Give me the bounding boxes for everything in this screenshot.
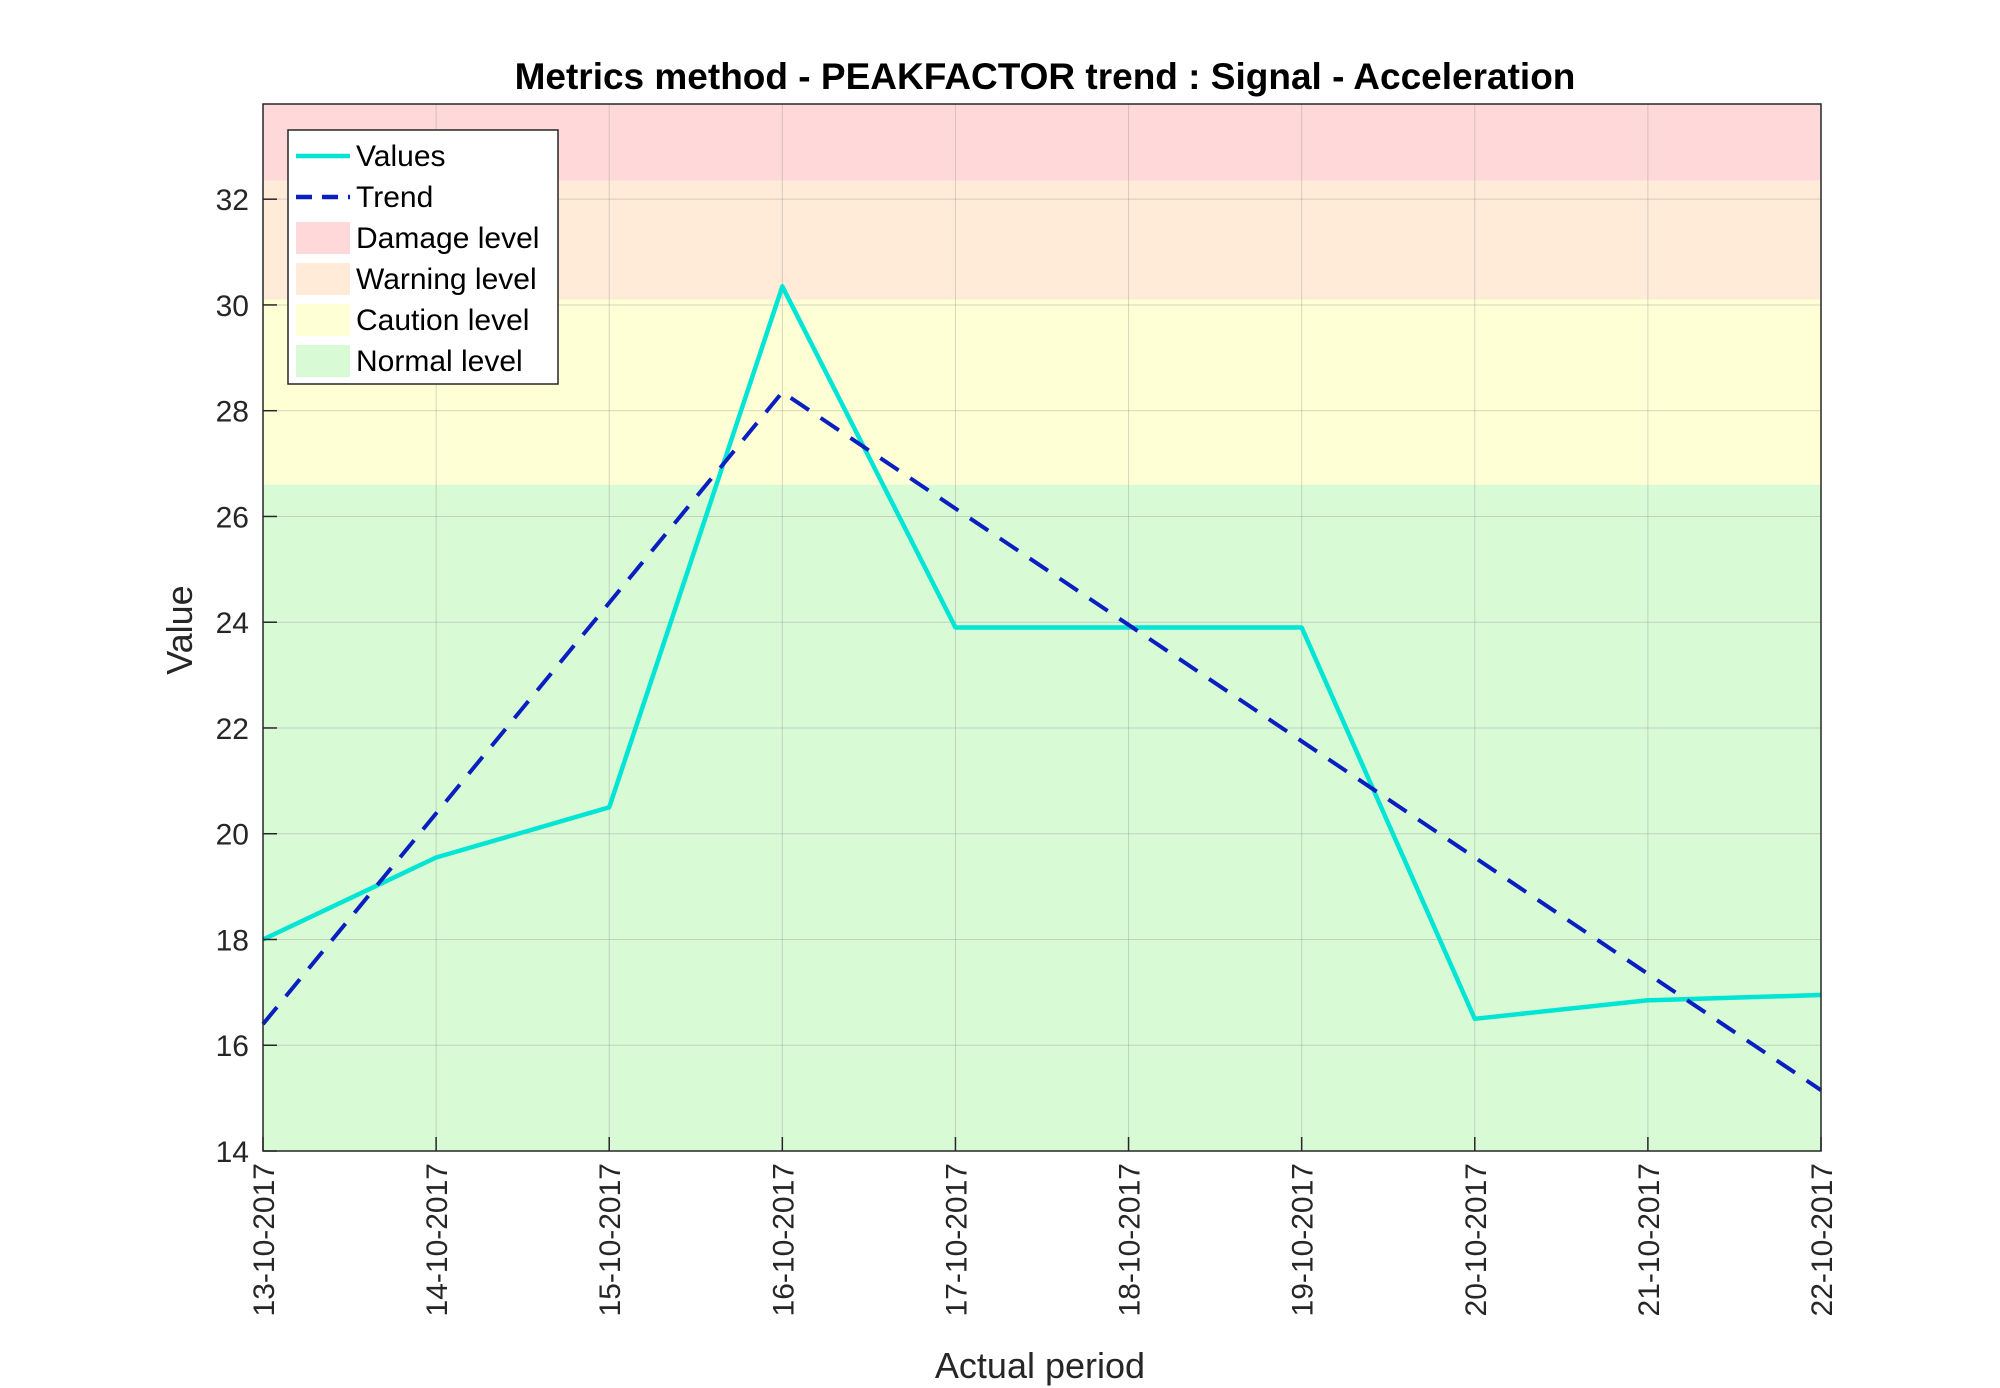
legend: Values Trend Damage level Warning level Caut…: [287, 129, 559, 385]
band-normal-level: [263, 484, 1821, 1151]
y-tick-label: 28: [216, 396, 249, 429]
y-tick-label: 14: [216, 1136, 249, 1169]
legend-swatch-warning-level: [296, 263, 350, 295]
x-tick-label: 20-10-2017: [1460, 1163, 1493, 1316]
legend-label-damage-level: Damage level: [356, 222, 539, 255]
y-tick-label: 20: [216, 819, 249, 852]
y-axis-label: Value: [159, 585, 200, 674]
legend-swatch-damage-level: [296, 222, 350, 254]
chart-title: Metrics method - PEAKFACTOR trend : Sign…: [515, 56, 1576, 97]
x-tick-label: 18-10-2017: [1114, 1163, 1147, 1316]
legend-box: [287, 129, 559, 385]
tick-marks: [262, 198, 1822, 1152]
x-axis-label: Actual period: [935, 1345, 1145, 1386]
y-tick-label: 26: [216, 501, 249, 534]
x-tick-labels: 13-10-2017 14-10-2017 15-10-2017 16-10-2017…: [248, 1163, 1839, 1316]
legend-label-warning-level: Warning level: [356, 263, 537, 296]
legend-label-trend: Trend: [356, 181, 433, 214]
legend-swatch-normal-level: [296, 345, 350, 377]
y-tick-label: 30: [216, 290, 249, 323]
legend-label-values: Values: [356, 140, 446, 173]
y-tick-labels: 14 16 18 20 22 24 26 28 30 32: [216, 184, 249, 1169]
x-tick-label: 14-10-2017: [421, 1163, 454, 1316]
series-line-trend: [261, 390, 1823, 1092]
x-tick-label: 22-10-2017: [1806, 1163, 1839, 1316]
y-tick-label: 18: [216, 924, 249, 957]
x-tick-label: 17-10-2017: [940, 1163, 973, 1316]
y-tick-label: 32: [216, 184, 249, 217]
x-tick-label: 19-10-2017: [1287, 1163, 1320, 1316]
legend-swatch-caution-level: [296, 304, 350, 336]
legend-label-normal-level: Normal level: [356, 345, 523, 378]
axes-box: [262, 103, 1822, 1152]
level-bands: [263, 104, 1821, 1151]
x-tick-label: 16-10-2017: [767, 1163, 800, 1316]
legend-label-caution-level: Caution level: [356, 304, 529, 337]
x-tick-label: 21-10-2017: [1633, 1163, 1666, 1316]
x-tick-label: 13-10-2017: [248, 1163, 281, 1316]
y-tick-label: 16: [216, 1030, 249, 1063]
x-tick-label: 15-10-2017: [594, 1163, 627, 1316]
series-layer: [261, 284, 1823, 1092]
y-tick-label: 22: [216, 713, 249, 746]
y-tick-label: 24: [216, 607, 249, 640]
series-line-values: [262, 284, 1822, 1022]
